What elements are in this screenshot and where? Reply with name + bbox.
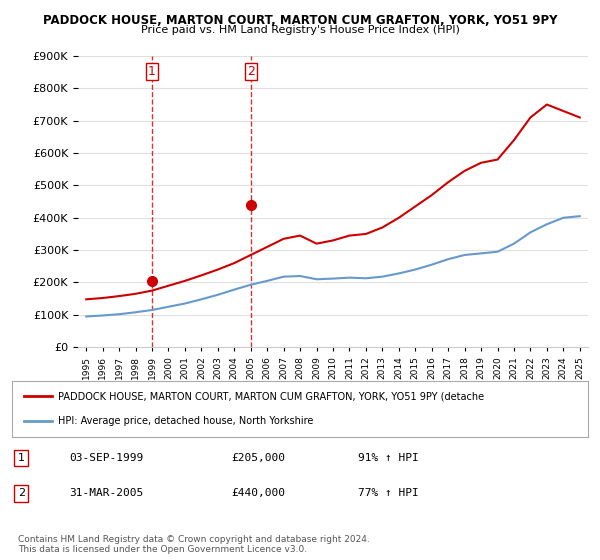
Text: 03-SEP-1999: 03-SEP-1999 xyxy=(70,453,144,463)
Text: 1: 1 xyxy=(18,453,25,463)
Text: HPI: Average price, detached house, North Yorkshire: HPI: Average price, detached house, Nort… xyxy=(58,416,313,426)
Text: Price paid vs. HM Land Registry's House Price Index (HPI): Price paid vs. HM Land Registry's House … xyxy=(140,25,460,35)
Text: 2: 2 xyxy=(18,488,25,498)
Text: 91% ↑ HPI: 91% ↑ HPI xyxy=(358,453,418,463)
Text: £440,000: £440,000 xyxy=(231,488,285,498)
Text: £205,000: £205,000 xyxy=(231,453,285,463)
Text: 2: 2 xyxy=(247,65,254,78)
Text: 31-MAR-2005: 31-MAR-2005 xyxy=(70,488,144,498)
Text: Contains HM Land Registry data © Crown copyright and database right 2024.
This d: Contains HM Land Registry data © Crown c… xyxy=(18,535,370,554)
Text: PADDOCK HOUSE, MARTON COURT, MARTON CUM GRAFTON, YORK, YO51 9PY (detache: PADDOCK HOUSE, MARTON COURT, MARTON CUM … xyxy=(58,391,484,402)
Text: PADDOCK HOUSE, MARTON COURT, MARTON CUM GRAFTON, YORK, YO51 9PY: PADDOCK HOUSE, MARTON COURT, MARTON CUM … xyxy=(43,14,557,27)
Text: 1: 1 xyxy=(148,65,156,78)
Text: 77% ↑ HPI: 77% ↑ HPI xyxy=(358,488,418,498)
